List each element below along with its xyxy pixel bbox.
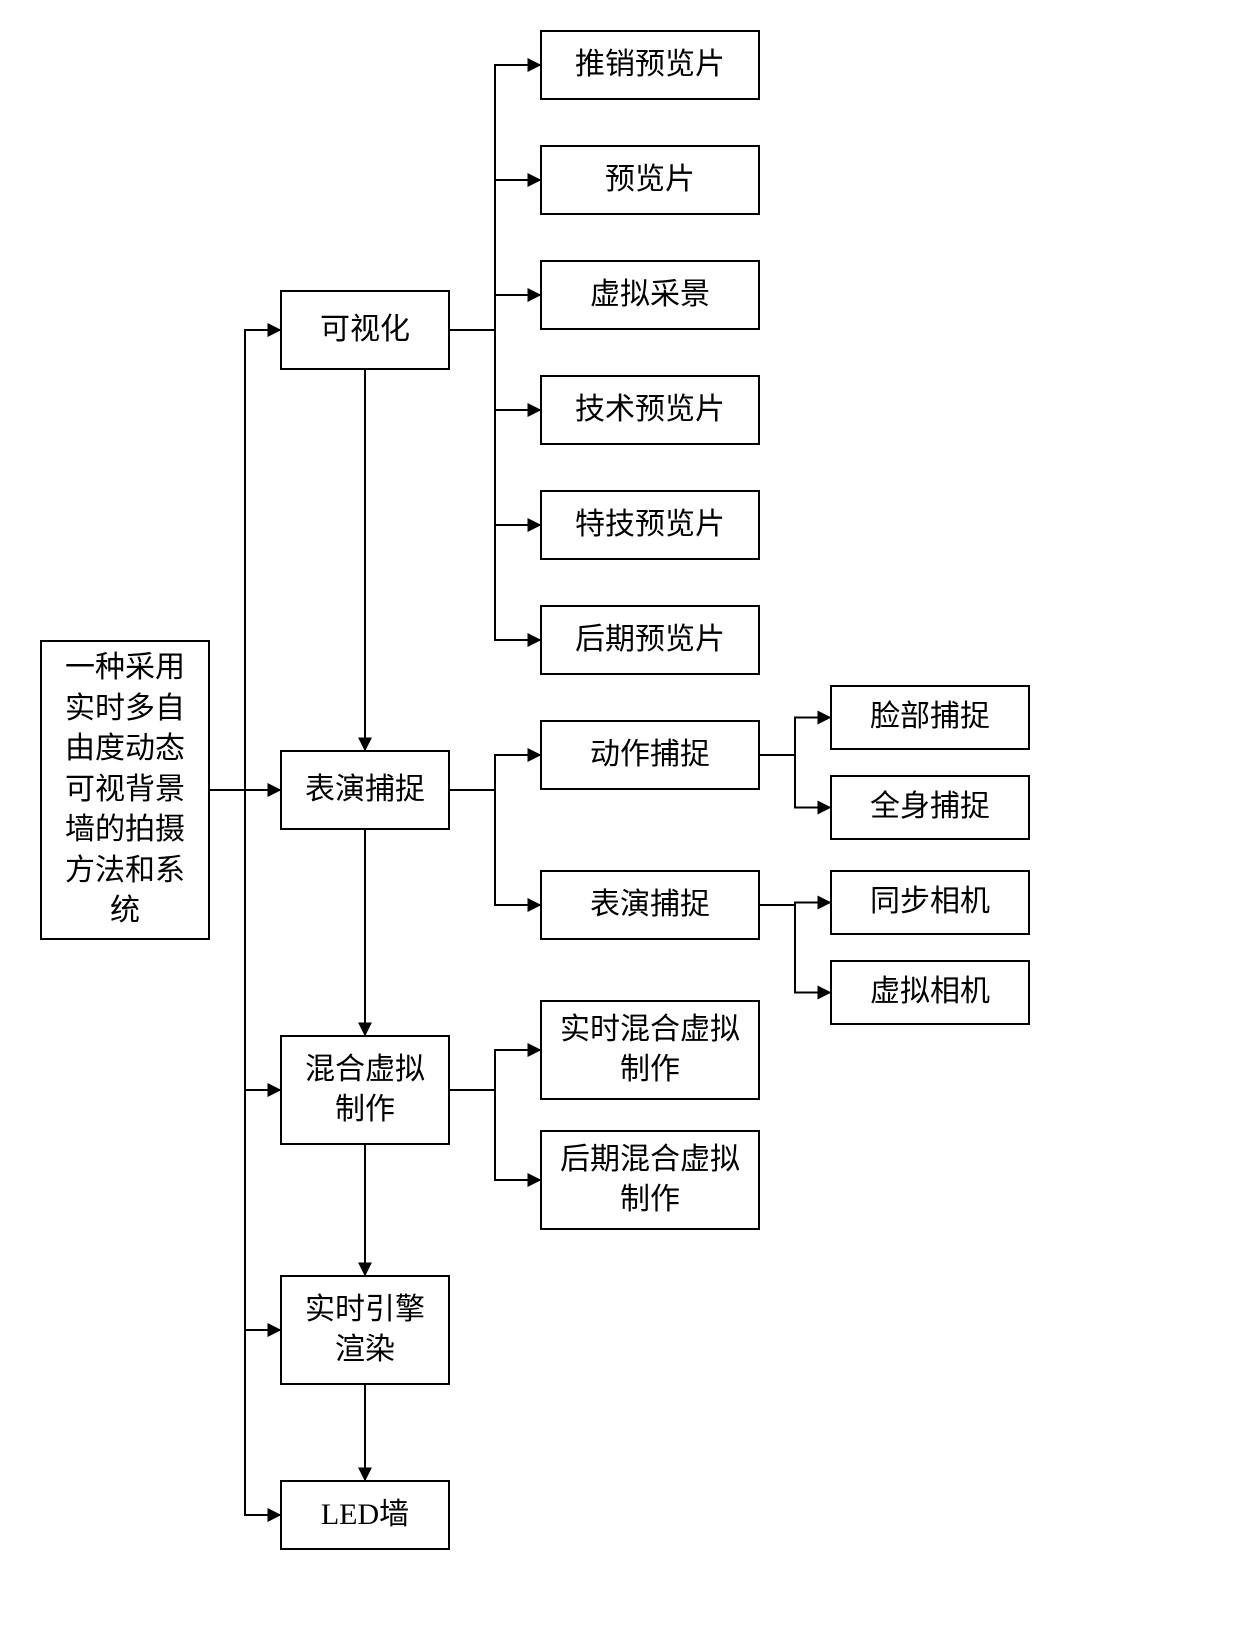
edge-l2_vis-v6 <box>450 330 540 640</box>
node-v5: 特技预览片 <box>540 490 760 560</box>
node-p_perf: 表演捕捉 <box>540 870 760 940</box>
edge-p_motion-m_body <box>760 755 830 808</box>
node-label: 全身捕捉 <box>870 787 990 828</box>
node-label: LED墙 <box>321 1495 409 1536</box>
node-label: 动作捕捉 <box>590 735 710 776</box>
node-l2_engine: 实时引擎渲染 <box>280 1275 450 1385</box>
edge-l2_perf-p_perf <box>450 790 540 905</box>
edge-p_perf-m_vcam <box>760 905 830 993</box>
node-root: 一种采用实时多自由度动态可视背景墙的拍摄方法和系统 <box>40 640 210 940</box>
node-l2_led: LED墙 <box>280 1480 450 1550</box>
edge-l2_mix-mix_rt <box>450 1050 540 1090</box>
edge-l2_perf-p_motion <box>450 755 540 790</box>
node-p_motion: 动作捕捉 <box>540 720 760 790</box>
node-l2_vis: 可视化 <box>280 290 450 370</box>
node-label: 实时引擎渲染 <box>292 1290 438 1371</box>
edge-p_motion-m_face <box>760 718 830 756</box>
flowchart-canvas: 一种采用实时多自由度动态可视背景墙的拍摄方法和系统可视化表演捕捉混合虚拟制作实时… <box>0 0 1240 1640</box>
node-label: 推销预览片 <box>575 45 725 86</box>
node-v2: 预览片 <box>540 145 760 215</box>
node-label: 表演捕捉 <box>305 770 425 811</box>
node-m_sync: 同步相机 <box>830 870 1030 935</box>
node-label: 特技预览片 <box>575 505 725 546</box>
node-label: 后期预览片 <box>575 620 725 661</box>
node-label: 同步相机 <box>870 882 990 923</box>
node-label: 虚拟相机 <box>870 972 990 1013</box>
node-m_body: 全身捕捉 <box>830 775 1030 840</box>
node-label: 表演捕捉 <box>590 885 710 926</box>
node-v6: 后期预览片 <box>540 605 760 675</box>
node-mix_rt: 实时混合虚拟制作 <box>540 1000 760 1100</box>
node-v3: 虚拟采景 <box>540 260 760 330</box>
node-m_vcam: 虚拟相机 <box>830 960 1030 1025</box>
node-label: 后期混合虚拟制作 <box>552 1140 748 1221</box>
edge-l2_mix-mix_post <box>450 1090 540 1180</box>
edge-root-l2_vis <box>210 330 280 790</box>
node-v1: 推销预览片 <box>540 30 760 100</box>
node-label: 混合虚拟制作 <box>292 1050 438 1131</box>
edge-l2_vis-v3 <box>450 295 540 330</box>
node-label: 实时混合虚拟制作 <box>552 1010 748 1091</box>
node-v4: 技术预览片 <box>540 375 760 445</box>
node-label: 技术预览片 <box>575 390 725 431</box>
node-label: 虚拟采景 <box>590 275 710 316</box>
node-l2_perf: 表演捕捉 <box>280 750 450 830</box>
node-label: 预览片 <box>605 160 695 201</box>
node-l2_mix: 混合虚拟制作 <box>280 1035 450 1145</box>
node-m_face: 脸部捕捉 <box>830 685 1030 750</box>
node-label: 可视化 <box>320 310 410 351</box>
node-label: 脸部捕捉 <box>870 697 990 738</box>
node-mix_post: 后期混合虚拟制作 <box>540 1130 760 1230</box>
node-label: 一种采用实时多自由度动态可视背景墙的拍摄方法和系统 <box>52 648 198 932</box>
edge-root-l2_led <box>210 790 280 1515</box>
